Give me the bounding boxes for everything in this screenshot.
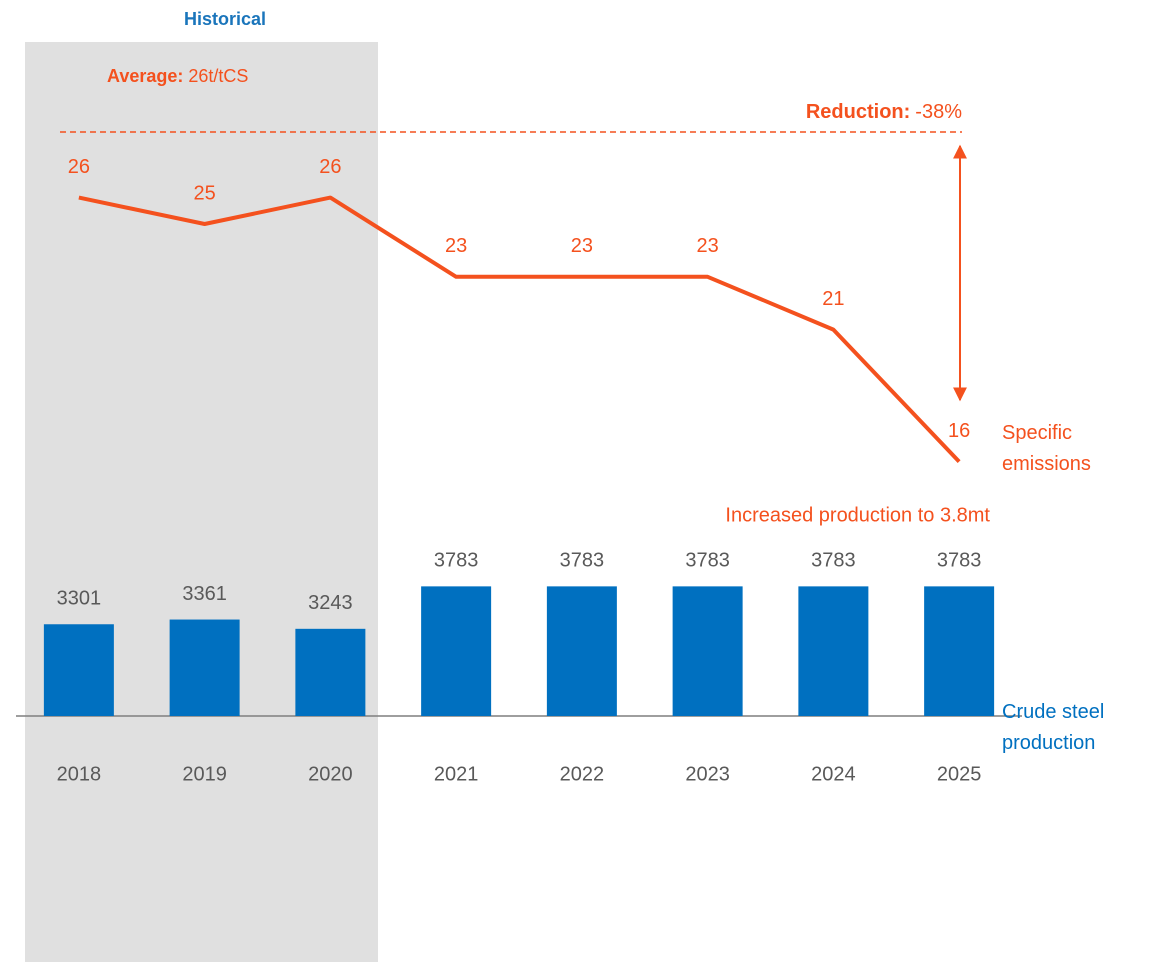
legend-bar: Crude steel production [1002,701,1105,754]
bar [546,586,617,716]
bar [672,586,743,716]
bar [169,619,240,716]
bar [295,628,366,716]
line-value-label: 25 [194,182,216,204]
average-label: Average: [107,66,183,86]
line-value-label: 26 [319,156,341,178]
x-tick-label: 2020 [308,763,353,785]
legend-line: Specific emissions [1002,422,1091,475]
production-annotation: Increased production to 3.8mt [725,504,990,526]
line-value-label: 26 [68,156,90,178]
x-tick-label: 2022 [560,763,605,785]
x-tick-label: 2021 [434,763,479,785]
bar [421,586,492,716]
x-tick-label: 2024 [811,763,856,785]
historical-band [25,42,378,962]
bar [43,624,114,716]
line-value-label: 23 [571,235,593,257]
historical-label: Historical [184,9,266,29]
x-tick-label: 2023 [685,763,730,785]
bar-value-label: 3783 [434,550,479,572]
reduction-value: -38% [915,101,962,123]
bar-value-label: 3361 [182,583,227,605]
line-value-label: 23 [445,235,467,257]
bar [924,586,995,716]
bar [798,586,869,716]
line [78,195,961,463]
reduction-annotation: Reduction: -38% [806,101,962,123]
x-tick-label: 2019 [182,763,227,785]
reduction-label: Reduction: [806,101,910,123]
x-tick-label: 2025 [937,763,982,785]
line-value-label: 23 [697,235,719,257]
bar-value-label: 3301 [57,588,102,610]
bar-value-label: 3783 [811,550,856,572]
line-value-label: 16 [948,420,970,442]
x-tick-label: 2018 [57,763,102,785]
average-value: 26t/tCS [188,66,248,86]
bar-value-label: 3783 [560,550,605,572]
bar-value-label: 3783 [685,550,730,572]
bar-value-label: 3783 [937,550,982,572]
bar-value-label: 3243 [308,592,353,614]
average-annotation: Average: 26t/tCS [107,66,248,86]
line-value-label: 21 [822,288,844,310]
